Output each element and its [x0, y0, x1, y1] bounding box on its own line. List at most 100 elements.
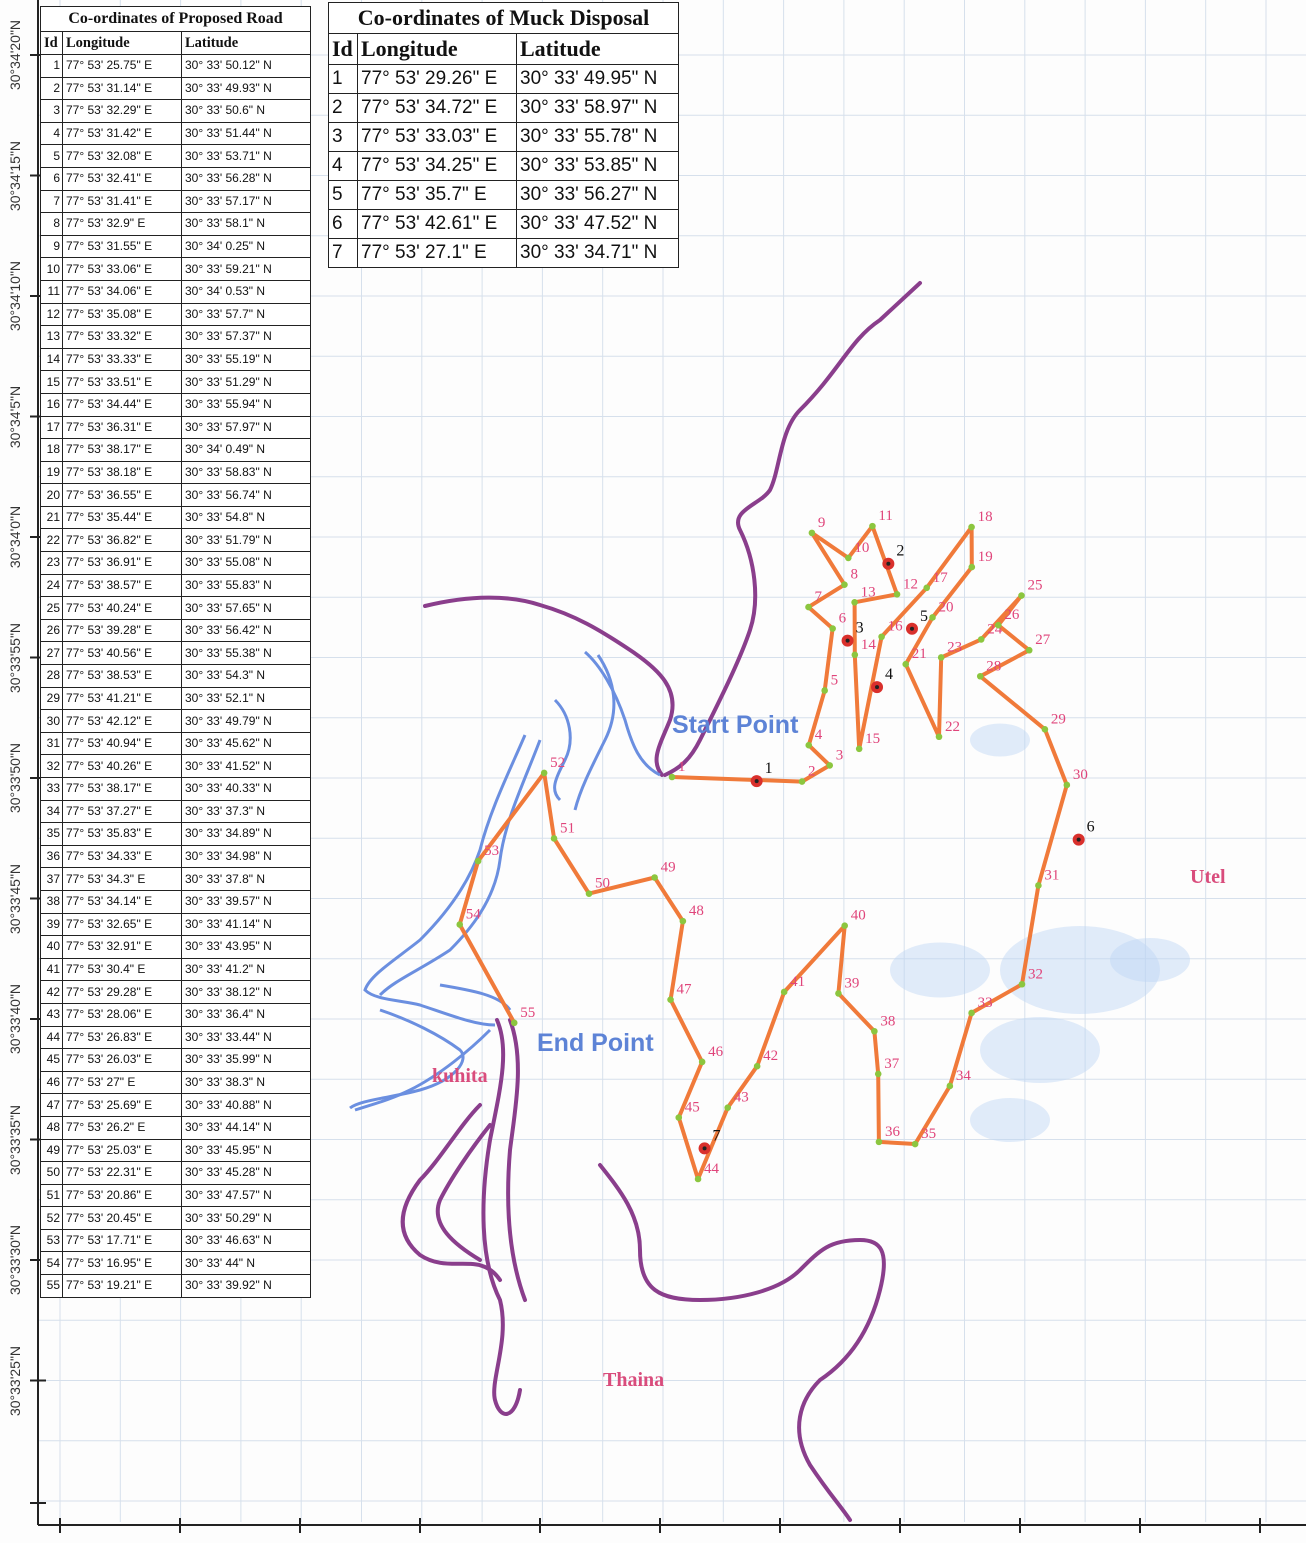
road-cell-lon: 77° 53' 22.31" E — [62, 1161, 182, 1185]
road-vertex — [935, 733, 943, 741]
muck-col-id: Id — [328, 33, 358, 65]
road-row: 16 77° 53' 34.44" E 30° 33' 55.94" N — [40, 392, 311, 417]
road-cell-lat: 30° 33' 54.8" N — [181, 505, 311, 530]
road-cell-lon: 77° 53' 26.2" E — [62, 1115, 182, 1140]
road-row: 37 77° 53' 34.3" E 30° 33' 37.8" N — [40, 867, 311, 891]
road-vertex — [805, 741, 813, 749]
road-cell-id: 8 — [40, 212, 63, 236]
road-cell-id: 2 — [40, 76, 63, 101]
road-row: 25 77° 53' 40.24" E 30° 33' 57.65" N — [40, 596, 311, 620]
muck-site-label: 6 — [1087, 819, 1095, 836]
road-cell-lon: 77° 53' 31.14" E — [62, 76, 182, 101]
road-cell-lon: 77° 53' 40.24" E — [62, 596, 182, 620]
village-boundaries — [400, 281, 922, 1522]
muck-cell-lat: 30° 33' 47.52" N — [516, 209, 679, 239]
road-row: 43 77° 53' 28.06" E 30° 33' 36.4" N — [40, 1002, 311, 1027]
road-vertex-label: 39 — [844, 975, 859, 991]
road-cell-id: 29 — [40, 686, 63, 711]
road-cell-lon: 77° 53' 33.51" E — [62, 370, 182, 394]
road-vertex — [679, 917, 687, 925]
road-vertex — [550, 835, 558, 842]
road-vertex-label: 55 — [520, 1005, 535, 1021]
road-row: 40 77° 53' 32.91" E 30° 33' 43.95" N — [40, 935, 311, 959]
muck-site-center — [1076, 837, 1081, 842]
road-cell-id: 39 — [40, 912, 63, 937]
water-patch — [970, 723, 1030, 757]
start-point-label: Start Point — [672, 711, 799, 739]
road-vertex-label: 1 — [678, 759, 686, 775]
road-vertex — [668, 773, 676, 781]
road-cell-lat: 30° 33' 50.6" N — [181, 99, 311, 123]
stream-line — [553, 698, 572, 802]
road-vertex — [995, 621, 1002, 629]
road-vertex-label: 46 — [708, 1044, 724, 1060]
muck-site-label: 5 — [920, 608, 928, 625]
road-row: 38 77° 53' 34.14" E 30° 33' 39.57" N — [40, 889, 311, 914]
water-patch — [970, 1098, 1050, 1142]
road-row: 20 77° 53' 36.55" E 30° 33' 56.74" N — [40, 483, 311, 507]
road-cell-lon: 77° 53' 33.32" E — [62, 325, 182, 349]
road-cell-id: 24 — [40, 573, 63, 598]
road-cell-id: 49 — [40, 1138, 63, 1163]
road-cell-lat: 30° 33' 57.17" N — [181, 189, 311, 214]
road-cell-id: 38 — [40, 889, 63, 914]
muck-cell-lat: 30° 33' 53.85" N — [516, 151, 679, 181]
road-cell-lon: 77° 53' 36.91" E — [62, 551, 182, 575]
stream-line — [584, 650, 661, 777]
road-vertex-label: 28 — [986, 658, 1001, 674]
road-row: 12 77° 53' 35.08" E 30° 33' 57.7" N — [40, 302, 311, 327]
road-cell-lat: 30° 33' 50.12" N — [181, 54, 311, 78]
road-cell-lon: 77° 53' 33.06" E — [62, 257, 182, 281]
road-vertex-label: 29 — [1051, 711, 1066, 727]
road-cell-lat: 30° 33' 37.8" N — [181, 867, 311, 891]
road-row: 54 77° 53' 16.95" E 30° 33' 44" N — [40, 1251, 311, 1276]
lat-axis-label: 30°34'0"N — [7, 505, 23, 569]
road-cell-lon: 77° 53' 40.56" E — [62, 641, 182, 666]
road-vertex — [929, 614, 936, 621]
road-row: 10 77° 53' 33.06" E 30° 33' 59.21" N — [40, 257, 311, 281]
road-cell-lat: 30° 33' 35.99" N — [181, 1048, 311, 1072]
road-cell-lon: 77° 53' 34.06" E — [62, 279, 182, 304]
road-vertex — [968, 523, 975, 531]
road-cell-lon: 77° 53' 38.53" E — [62, 664, 182, 688]
road-vertex — [923, 584, 931, 592]
road-row: 13 77° 53' 33.32" E 30° 33' 57.37" N — [40, 325, 311, 349]
road-row: 46 77° 53' 27" E 30° 33' 38.3" N — [40, 1070, 311, 1095]
road-vertex-label: 19 — [978, 549, 993, 565]
road-cell-id: 33 — [40, 777, 63, 801]
road-vertex-label: 45 — [685, 1100, 700, 1116]
thaina-label: Thaina — [603, 1369, 664, 1391]
road-cell-lon: 77° 53' 35.08" E — [62, 302, 182, 327]
lat-axis-label: 30°33'45"N — [7, 863, 23, 934]
road-cell-lat: 30° 33' 56.74" N — [181, 483, 311, 507]
road-cell-lon: 77° 53' 33.33" E — [62, 347, 182, 372]
muck-row: 2 77° 53' 34.72" E 30° 33' 58.97" N — [328, 93, 679, 123]
road-vertex-label: 53 — [484, 843, 499, 859]
muck-cell-lon: 77° 53' 33.03" E — [357, 122, 517, 152]
road-cell-lon: 77° 53' 19.21" E — [62, 1274, 182, 1298]
road-cell-lon: 77° 53' 36.31" E — [62, 415, 182, 440]
road-vertex — [826, 762, 834, 769]
road-cell-lat: 30° 33' 51.29" N — [181, 370, 311, 394]
muck-row: 1 77° 53' 29.26" E 30° 33' 49.95" N — [328, 64, 679, 94]
muck-col-latitude: Latitude — [516, 33, 679, 65]
road-vertex-label: 21 — [912, 646, 927, 662]
road-cell-lat: 30° 33' 40.33" N — [181, 777, 311, 801]
road-vertex-label: 17 — [933, 570, 949, 586]
road-table-title: Co-ordinates of Proposed Road — [40, 6, 311, 32]
road-cell-id: 18 — [40, 438, 63, 462]
road-vertex-label: 18 — [978, 509, 993, 525]
road-cell-lon: 77° 53' 25.69" E — [62, 1093, 182, 1117]
road-row: 21 77° 53' 35.44" E 30° 33' 54.8" N — [40, 505, 311, 530]
road-cell-lat: 30° 33' 51.44" N — [181, 121, 311, 146]
road-cell-lat: 30° 33' 43.95" N — [181, 935, 311, 959]
road-cell-id: 22 — [40, 528, 63, 553]
road-vertex-label: 16 — [888, 619, 904, 635]
road-vertex-label: 8 — [850, 567, 858, 583]
road-cell-lon: 77° 53' 32.91" E — [62, 935, 182, 959]
muck-site-label: 4 — [885, 666, 893, 683]
road-cell-lon: 77° 53' 32.08" E — [62, 144, 182, 168]
road-vertex-label: 20 — [938, 599, 953, 615]
road-cell-id: 45 — [40, 1048, 63, 1072]
